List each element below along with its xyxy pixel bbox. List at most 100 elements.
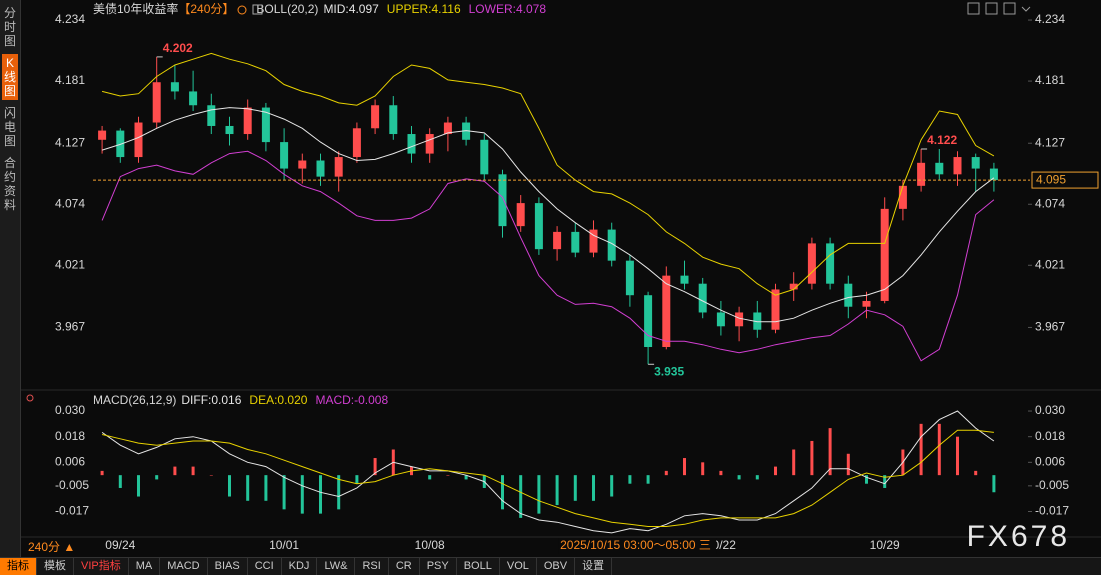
y-tick-label: 4.234 xyxy=(1035,12,1065,26)
candle-body xyxy=(534,203,543,250)
macd-bar xyxy=(755,475,759,480)
candle-body xyxy=(953,157,962,175)
y-tick-label: 0.018 xyxy=(55,429,85,443)
y-tick-label: 4.021 xyxy=(1035,257,1065,271)
legend: LOWER:4.078 xyxy=(469,2,547,16)
window-buttons[interactable] xyxy=(967,2,1031,15)
toolbar-item[interactable]: RSI xyxy=(355,558,389,575)
toolbar-item[interactable]: CR xyxy=(389,558,420,575)
icon[interactable] xyxy=(26,394,34,402)
toolbar-item[interactable]: MACD xyxy=(160,558,208,575)
side-tab[interactable]: K线图 xyxy=(2,54,18,100)
sidebar: 分时图 K线图闪电图合约资料 xyxy=(0,0,21,557)
candle-body xyxy=(480,139,489,175)
icon[interactable] xyxy=(237,5,247,15)
crosshair-label: 2025/10/15 03:00～05:00 三 xyxy=(560,538,711,552)
toolbar-item[interactable]: MA xyxy=(129,558,161,575)
candle-body xyxy=(935,162,944,175)
candle-body xyxy=(989,168,998,181)
toolbar-item[interactable]: VOL xyxy=(500,558,537,575)
candle-body xyxy=(389,105,398,135)
candle-body xyxy=(807,243,816,284)
toolbar-item[interactable]: CCI xyxy=(248,558,282,575)
candle-body xyxy=(735,312,744,327)
candle-body xyxy=(898,185,907,209)
macd-bar xyxy=(501,475,504,510)
macd-bar xyxy=(828,428,832,476)
candle-body xyxy=(880,208,889,301)
candle-body xyxy=(462,122,471,140)
last-price-box xyxy=(1031,171,1099,189)
x-tick-label: 10/08 xyxy=(415,538,445,552)
candle-body xyxy=(553,231,562,250)
candle-body xyxy=(771,289,780,330)
candle-body xyxy=(316,160,325,177)
toolbar: 指标 模板 VIP指标 MA MACD BIAS CCI KDJ LW& RSI CR PSY BOLL… xyxy=(0,557,1101,575)
candle-body xyxy=(716,312,725,327)
y-tick-label: 4.074 xyxy=(1035,196,1065,210)
toolbar-item[interactable]: 指标 xyxy=(0,558,37,575)
toolbar-item[interactable]: BOLL xyxy=(457,558,500,575)
period-selector[interactable]: 240分 ▲ xyxy=(28,540,75,554)
toolbar-item[interactable]: PSY xyxy=(420,558,457,575)
period: 【240分】 xyxy=(178,2,234,16)
candle-body xyxy=(134,122,143,158)
candle-body xyxy=(225,125,234,135)
macd-bar xyxy=(719,470,723,476)
macd-bar xyxy=(883,475,887,488)
side-tab[interactable]: 分时图 xyxy=(4,6,17,48)
macd-bar xyxy=(319,475,322,514)
y-tick-label: 0.030 xyxy=(55,403,85,417)
candle-body xyxy=(425,134,434,154)
macd-bar xyxy=(664,470,668,476)
macd-bar xyxy=(628,475,632,484)
legend: DIFF:0.016 xyxy=(181,393,241,407)
y-tick-label: 4.181 xyxy=(55,73,85,87)
y-tick-label: 4.074 xyxy=(55,196,85,210)
macd-bar xyxy=(428,475,432,480)
macd-bar xyxy=(865,475,868,484)
candle-body xyxy=(371,105,380,129)
macd-bar xyxy=(209,475,213,476)
candle-body xyxy=(571,231,580,253)
candle-body xyxy=(207,105,216,126)
candle-body xyxy=(516,203,525,227)
candle-body xyxy=(334,157,343,177)
watermark: FX678 xyxy=(967,520,1070,553)
y-tick-label: 4.181 xyxy=(1035,73,1065,87)
chart: 美债10年收益率【240分】 BOLL(20,2) MID:4.097 UPPER:4… xyxy=(20,1,1101,554)
toolbar-item[interactable]: BIAS xyxy=(208,558,248,575)
candle-body xyxy=(662,275,671,348)
y-tick-label: -0.005 xyxy=(55,478,89,492)
toolbar-item[interactable]: 模板 xyxy=(37,558,74,575)
toolbar-item[interactable]: OBV xyxy=(537,558,576,575)
x-tick-label: 09/24 xyxy=(105,538,135,552)
side-tab[interactable]: 合约资料 xyxy=(4,156,17,212)
macd-bar xyxy=(464,475,468,480)
toolbar-item[interactable]: LW& xyxy=(317,558,356,575)
indicator-line xyxy=(101,150,995,362)
macd-bar xyxy=(956,436,959,476)
macd-bar xyxy=(191,466,195,476)
macd-bar xyxy=(519,475,523,518)
candle-body xyxy=(407,134,416,154)
legend: UPPER:4.116 xyxy=(387,2,461,16)
toolbar-item[interactable]: 设置 xyxy=(575,558,613,575)
macd-bar xyxy=(537,475,541,514)
toolbar-item[interactable]: VIP指标 xyxy=(74,558,129,575)
macd-bar xyxy=(774,466,777,476)
side-tab[interactable]: 闪电图 xyxy=(4,106,17,148)
icon[interactable] xyxy=(252,4,263,15)
macd-bar xyxy=(355,475,359,484)
candle-body xyxy=(98,130,107,140)
indicator-line xyxy=(101,52,995,296)
macd-bar xyxy=(810,440,814,476)
toolbar-item[interactable]: KDJ xyxy=(282,558,318,575)
macd-bar xyxy=(373,458,377,476)
x-tick-label: 10/29 xyxy=(870,538,900,552)
candle-body xyxy=(844,283,853,307)
macd-bar xyxy=(737,475,741,480)
candle-body xyxy=(243,107,252,135)
macd-bar xyxy=(300,475,304,514)
macd-bar xyxy=(264,475,268,501)
